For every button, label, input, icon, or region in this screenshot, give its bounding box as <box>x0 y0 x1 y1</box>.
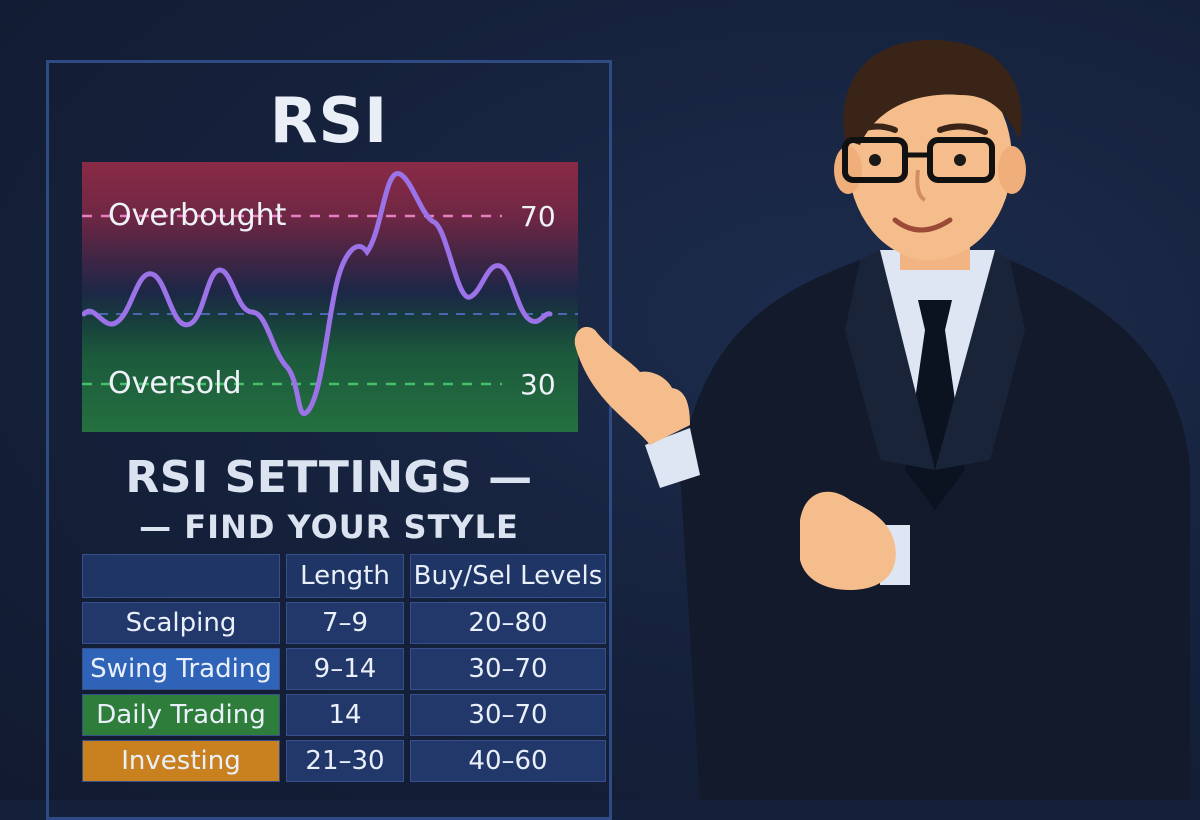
table-row-style: Daily Trading <box>82 694 280 736</box>
overbought-level: 70 <box>520 200 556 233</box>
settings-title: RSI SETTINGS — <box>125 452 533 503</box>
table-header-length: Length <box>286 554 404 598</box>
page-title: RSI <box>269 84 389 157</box>
table-row-levels: 30–70 <box>410 694 606 736</box>
table-row-length: 14 <box>286 694 404 736</box>
oversold-level: 30 <box>520 368 556 401</box>
table-row-levels: 20–80 <box>410 602 606 644</box>
table-row-length: 9–14 <box>286 648 404 690</box>
table-row-style: Investing <box>82 740 280 782</box>
table-row-style: Scalping <box>82 602 280 644</box>
table-header-empty <box>82 554 280 598</box>
rsi-chart-svg <box>82 171 578 417</box>
oversold-label: Oversold <box>108 366 242 401</box>
table-row-levels: 30–70 <box>410 648 606 690</box>
table-row-style: Swing Trading <box>82 648 280 690</box>
rsi-chart: Overbought 70 Oversold 30 <box>82 162 578 432</box>
table-row-levels: 40–60 <box>410 740 606 782</box>
overbought-label: Overbought <box>108 198 287 233</box>
table-header-levels: Buy/Sel Levels <box>410 554 606 598</box>
businessman-pointing-icon <box>574 40 1190 800</box>
rsi-line <box>82 171 553 417</box>
table-row-length: 21–30 <box>286 740 404 782</box>
settings-subtitle: — FIND YOUR STYLE <box>139 508 519 546</box>
table-row-length: 7–9 <box>286 602 404 644</box>
